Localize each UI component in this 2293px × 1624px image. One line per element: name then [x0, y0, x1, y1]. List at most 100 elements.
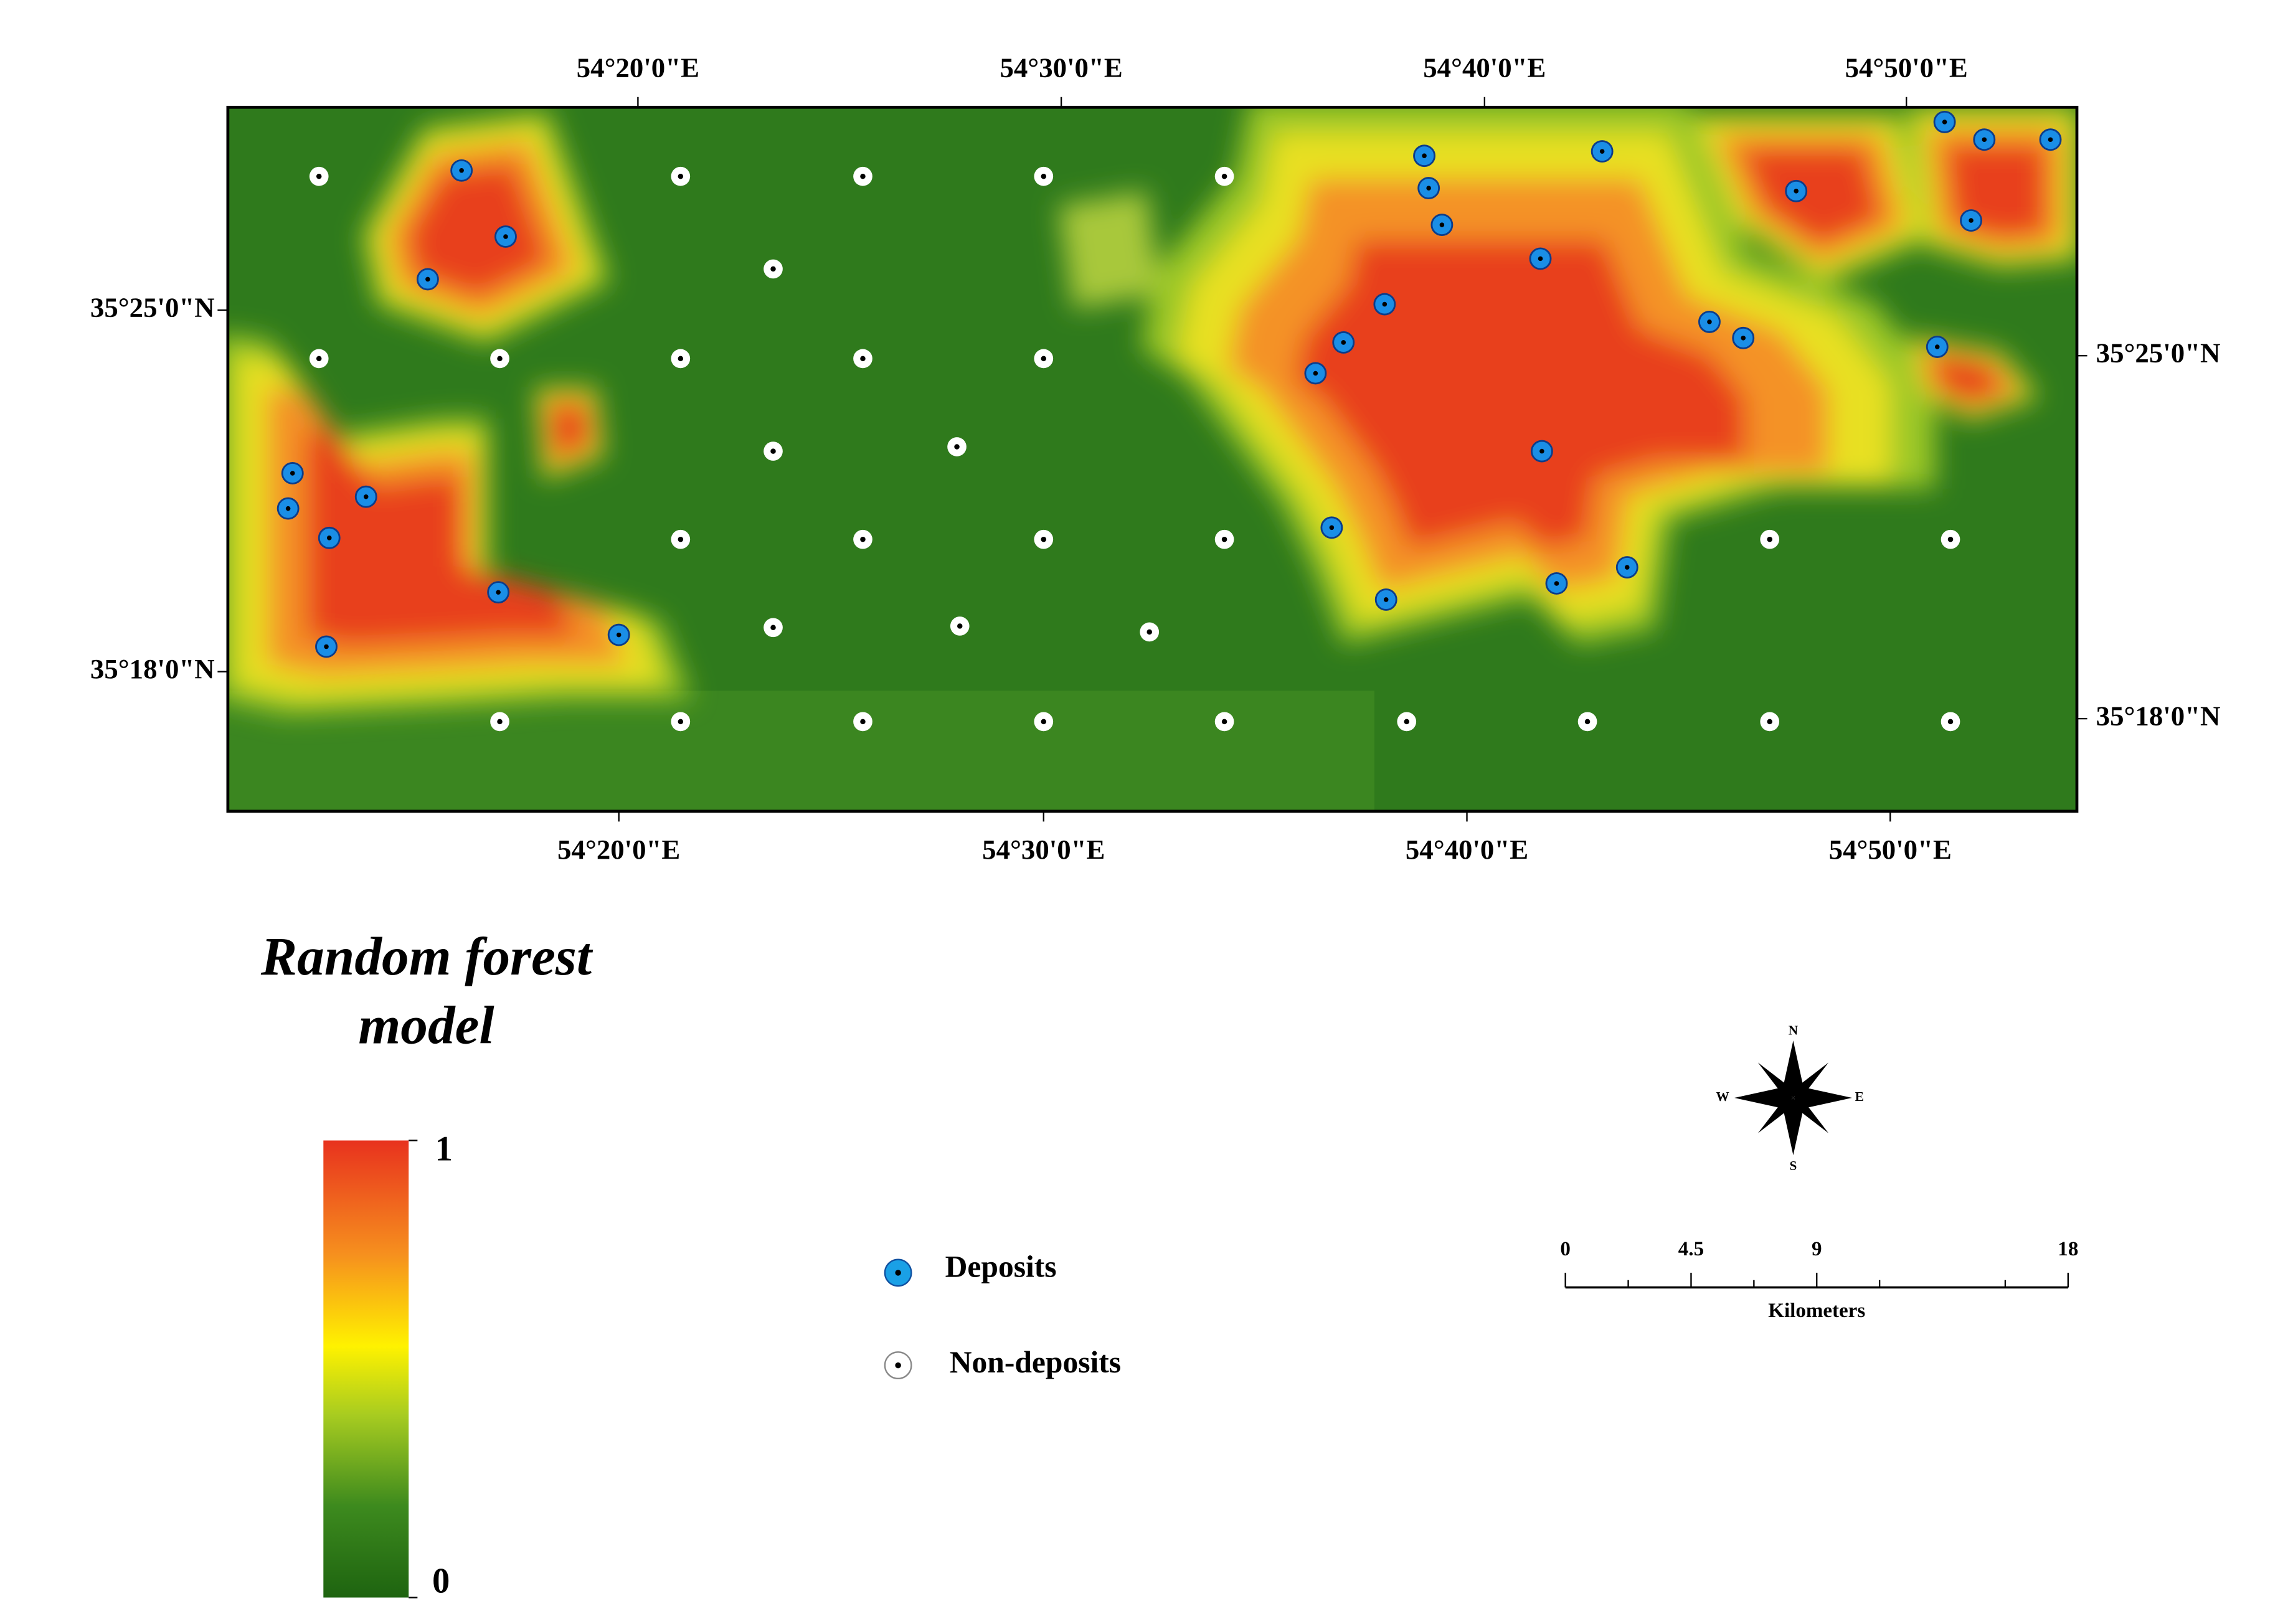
ramp-low-label: 0: [432, 1562, 450, 1600]
deposit-center: [1539, 448, 1544, 454]
non-deposit-center: [1041, 536, 1047, 542]
non-deposit-center: [860, 356, 866, 362]
north-arrow: N S W E: [1716, 1023, 1864, 1173]
deposit-center: [326, 536, 332, 541]
scale-unit: Kilometers: [1768, 1300, 1865, 1322]
deposit-center: [1426, 186, 1431, 191]
non-deposit-center: [678, 356, 684, 362]
heat-zone: [1739, 148, 1881, 245]
map-frame: [226, 105, 2079, 813]
deposit-center: [1439, 222, 1445, 227]
color-ramp: [323, 1140, 409, 1598]
non-deposit-legend-dot: [895, 1362, 901, 1369]
deposit-center: [1707, 319, 1712, 324]
sample-points: [277, 110, 2062, 732]
deposit-center: [503, 234, 508, 239]
non-deposit-center: [678, 536, 684, 542]
non-deposit-center: [1584, 719, 1591, 725]
non-deposit-center: [1221, 536, 1227, 542]
non-deposit-center: [678, 173, 684, 179]
deposit-center: [1554, 581, 1559, 586]
deposit-center: [1422, 153, 1427, 158]
deposit-center: [459, 168, 464, 173]
heat-zone: [1933, 354, 2008, 404]
non-deposit-legend-label: Non-deposits: [950, 1345, 1121, 1379]
non-deposit-center: [957, 623, 963, 629]
left-lat-label: 35°25'0"N: [90, 291, 215, 323]
heat-zone: [407, 164, 549, 296]
bottom-lon-label: 54°20'0"E: [557, 834, 680, 865]
right-lat-label: 35°25'0"N: [2096, 337, 2221, 368]
bottom-lon-label: 54°50'0"E: [1829, 834, 1952, 865]
non-deposit-center: [1947, 536, 1954, 542]
deposit-center: [616, 632, 622, 638]
non-deposit-center: [860, 719, 866, 725]
non-deposit-center: [1041, 173, 1047, 179]
left-lat-label: 35°18'0"N: [90, 653, 215, 684]
legend-title-box: Random forest model: [260, 927, 592, 1057]
non-deposit-center: [1041, 719, 1047, 725]
non-deposit-center: [1221, 719, 1227, 725]
non-deposit-center: [316, 356, 322, 362]
top-lon-label: 54°30'0"E: [1000, 52, 1122, 83]
deposit-center: [1313, 371, 1318, 376]
right-lat-label: 35°18'0"N: [2096, 700, 2221, 731]
non-deposit-center: [1767, 536, 1772, 542]
non-deposit-center: [316, 173, 322, 179]
deposit-center: [1382, 301, 1388, 307]
deposit-center: [1942, 120, 1947, 125]
deposit-center: [1329, 525, 1335, 531]
deposit-legend-dot: [895, 1270, 901, 1276]
non-deposit-center: [1146, 629, 1152, 635]
non-deposit-center: [497, 719, 503, 725]
bottom-lon-label: 54°40'0"E: [1406, 834, 1528, 865]
non-deposit-center: [770, 448, 776, 454]
deposit-center: [363, 494, 369, 499]
compass-e: E: [1855, 1089, 1864, 1104]
bottom-lon-label: 54°30'0"E: [982, 834, 1105, 865]
non-deposit-center: [497, 356, 503, 362]
deposit-center: [425, 276, 430, 282]
deposit-center: [2048, 137, 2053, 142]
compass-w: W: [1716, 1089, 1729, 1104]
deposit-center: [1341, 340, 1346, 345]
heat-zone: [549, 405, 590, 458]
top-lon-label: 54°20'0"E: [577, 52, 699, 83]
deposit-center: [290, 471, 295, 476]
deposit-center: [1599, 149, 1605, 154]
scale-label: 9: [1812, 1238, 1822, 1260]
compass-s: S: [1790, 1158, 1797, 1173]
non-deposit-center: [954, 444, 960, 450]
top-lon-label: 54°40'0"E: [1423, 52, 1546, 83]
scale-label: 18: [2058, 1238, 2078, 1260]
deposit-center: [496, 590, 501, 595]
deposit-center: [1794, 189, 1799, 194]
non-deposit-center: [1767, 719, 1772, 725]
legend-title: Random forest model: [260, 927, 592, 1057]
deposit-center: [1383, 597, 1389, 602]
non-deposit-center: [1947, 719, 1954, 725]
deposit-center: [1625, 565, 1630, 570]
deposit-center: [1741, 336, 1746, 341]
non-deposit-center: [1041, 356, 1047, 362]
heat-zone: [1295, 240, 1746, 549]
non-deposit-center: [770, 625, 776, 631]
non-deposit-center: [860, 536, 866, 542]
non-deposit-center: [1404, 719, 1410, 725]
deposit-center: [1935, 344, 1940, 349]
non-deposit-center: [1221, 173, 1227, 179]
deposit-legend-label: Deposits: [945, 1250, 1057, 1284]
deposit-center: [1969, 218, 1974, 223]
deposit-center: [285, 506, 291, 511]
deposit-center: [324, 644, 329, 649]
prospectivity-raster: [227, 107, 2077, 811]
ramp-high-label: 1: [435, 1130, 453, 1168]
scale-bar: Kilometers 0 4.5 9 18: [1560, 1238, 2078, 1322]
top-lon-label: 54°50'0"E: [1845, 52, 1968, 83]
non-deposit-center: [770, 266, 776, 272]
deposit-center: [1982, 137, 1987, 142]
non-deposit-center: [678, 719, 684, 725]
compass-n: N: [1789, 1023, 1799, 1038]
